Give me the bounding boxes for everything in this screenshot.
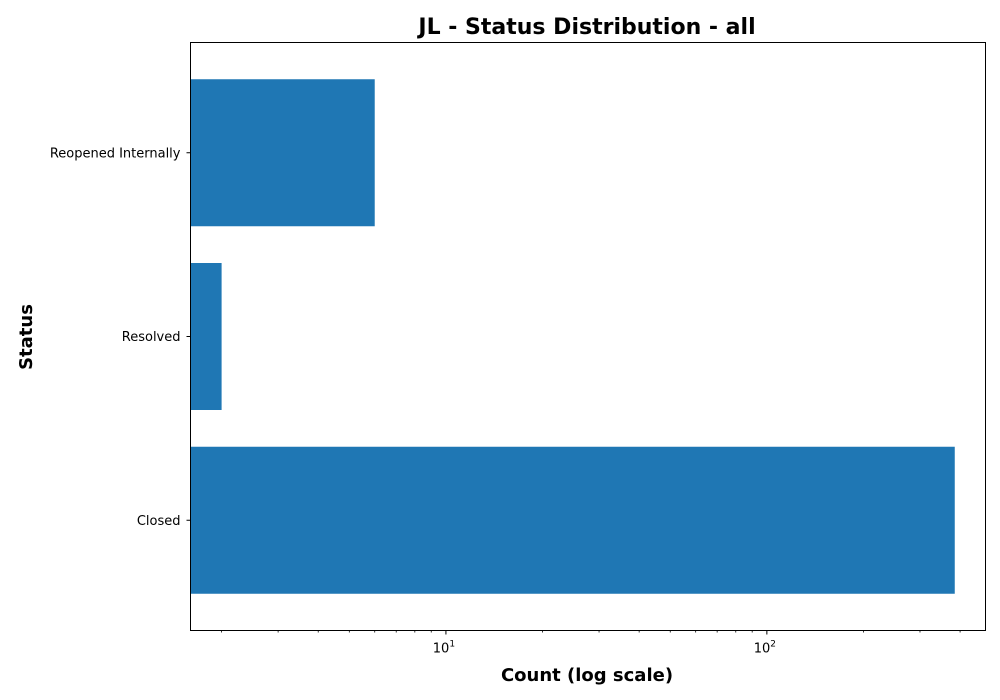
x-tick-label: 102	[754, 640, 776, 657]
x-tick-label: 101	[433, 640, 455, 657]
y-tick-label-reopened-internally: Reopened Internally	[50, 146, 181, 161]
y-axis-title: Status	[16, 304, 37, 370]
x-axis-title: Count (log scale)	[501, 665, 673, 686]
chart-title: JL - Status Distribution - all	[416, 15, 755, 40]
x-ticks-group: 101 102	[221, 630, 961, 657]
bars-group	[190, 79, 955, 594]
y-tick-label-closed: Closed	[137, 514, 181, 529]
y-tick-label-resolved: Resolved	[122, 330, 181, 345]
bar-resolved	[190, 263, 222, 410]
bar-closed	[190, 446, 955, 594]
y-ticks-group: Closed Resolved Reopened Internally	[50, 146, 191, 529]
bar-reopened-internally	[190, 79, 375, 227]
